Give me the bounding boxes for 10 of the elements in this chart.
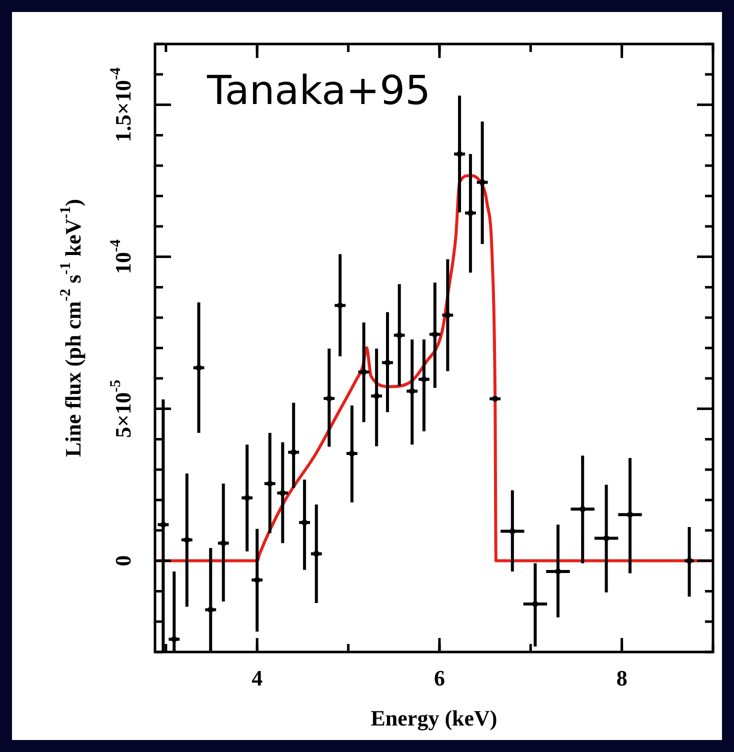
x-tick-label: 4: [252, 666, 263, 691]
y-tick-label: 5×10-5: [108, 380, 136, 438]
x-axis-title: Energy (keV): [370, 706, 498, 731]
y-axis-title: Line flux (ph cm-2 s-1 keV-1): [58, 198, 86, 458]
annotation: Tanaka+95: [206, 68, 431, 114]
y-tick-label: 1.5×10-4: [108, 67, 136, 142]
x-tick-label: 6: [434, 666, 445, 691]
y-tick-label: 10-4: [108, 239, 136, 274]
x-tick-label: 8: [616, 666, 628, 691]
y-tick-label: 0: [110, 555, 136, 566]
